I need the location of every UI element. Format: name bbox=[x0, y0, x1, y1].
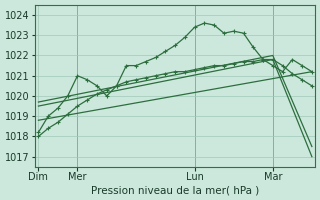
X-axis label: Pression niveau de la mer( hPa ): Pression niveau de la mer( hPa ) bbox=[91, 185, 259, 195]
